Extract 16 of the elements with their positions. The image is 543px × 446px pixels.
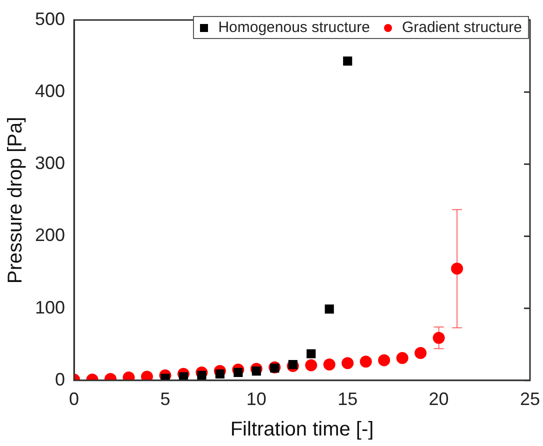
legend-label: Gradient structure — [402, 19, 522, 36]
y-tick-label: 100 — [34, 297, 66, 318]
x-axis-title: Filtration time [-] — [230, 418, 374, 441]
x-tick-label: 15 — [338, 389, 358, 410]
y-tick-label: 200 — [34, 225, 66, 246]
y-tick-label: 0 — [55, 369, 66, 390]
y-tick-label: 300 — [34, 153, 66, 174]
y-tick-label: 500 — [34, 8, 66, 29]
y-tick-label: 400 — [34, 81, 66, 102]
x-tick-label: 10 — [246, 389, 266, 410]
x-tick-label: 0 — [69, 389, 80, 410]
x-tick-label: 5 — [160, 389, 170, 410]
y-axis-title: Pressure drop [Pa] — [4, 116, 27, 284]
x-tick-label: 25 — [520, 389, 540, 410]
legend-label: Homogenous structure — [218, 19, 370, 36]
x-tick-label: 20 — [428, 389, 449, 410]
